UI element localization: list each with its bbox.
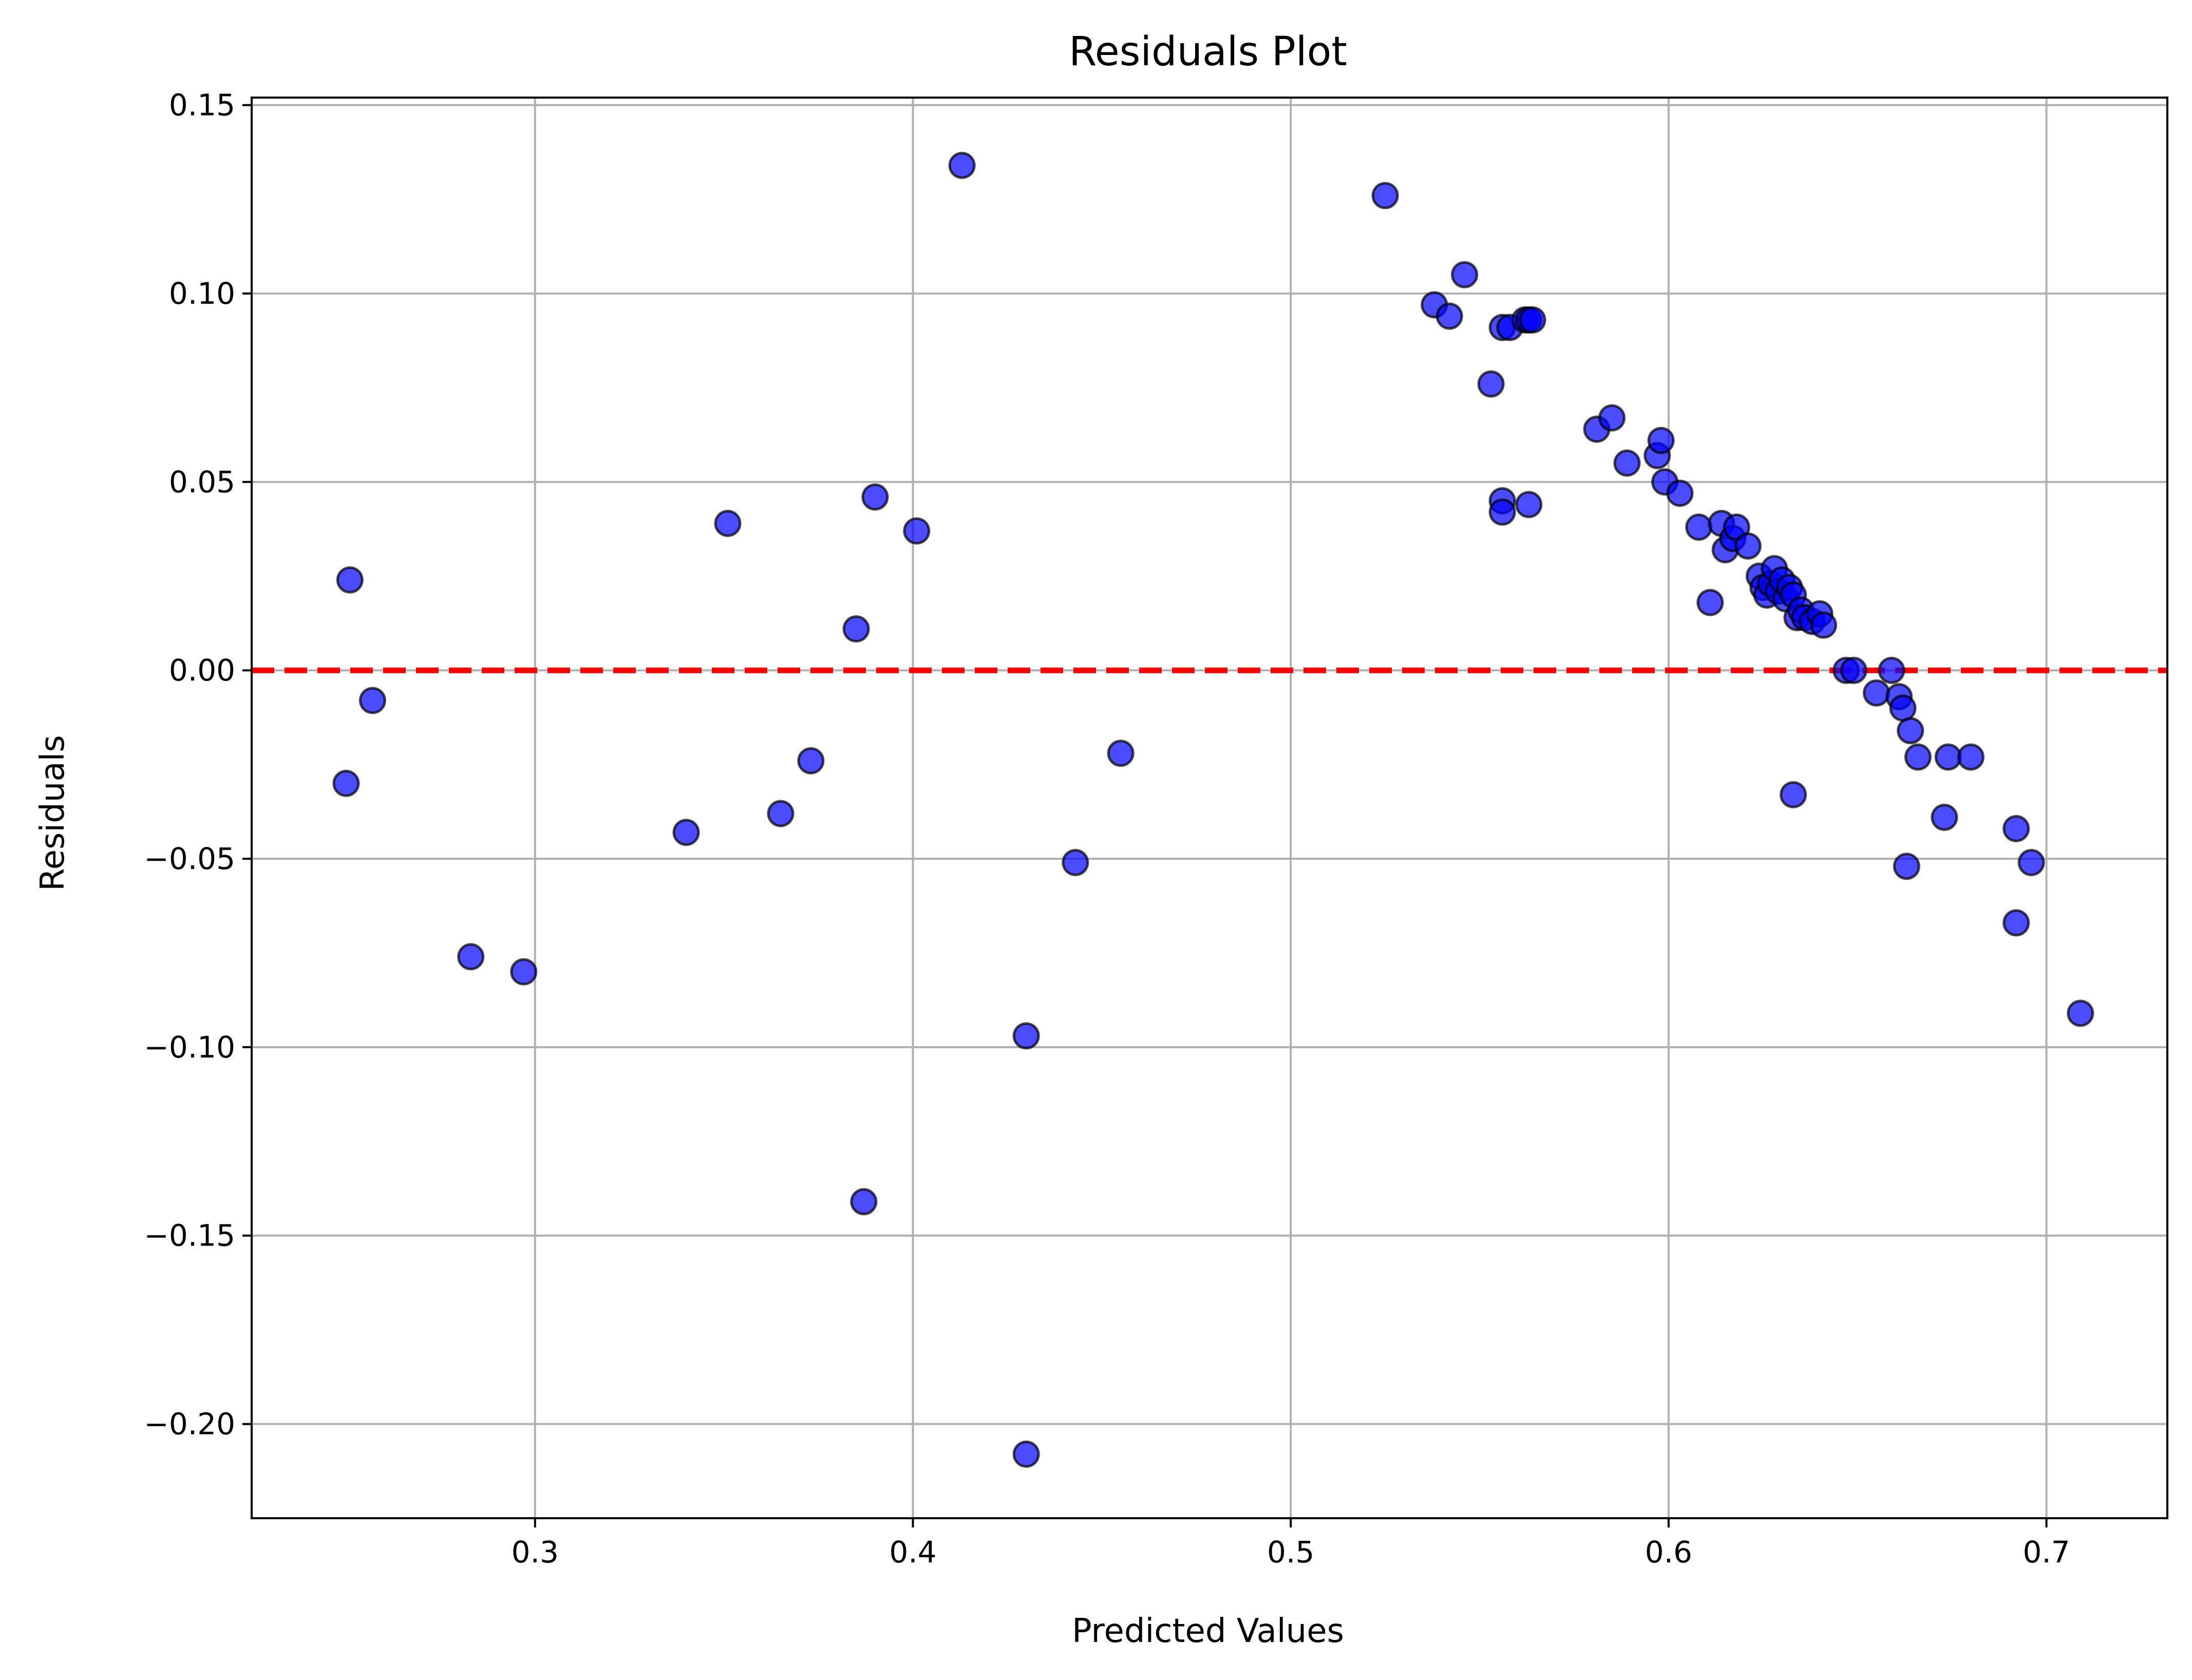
data-point <box>2017 848 2045 876</box>
data-point <box>948 152 976 179</box>
data-point <box>850 1188 878 1216</box>
data-point <box>2002 815 2030 842</box>
data-point <box>358 687 386 714</box>
x-tick-label: 0.6 <box>1645 1535 1692 1570</box>
data-point <box>1435 303 1463 330</box>
plot-frame <box>251 97 2168 1519</box>
y-tick-label: 0.15 <box>169 88 235 123</box>
data-point <box>797 747 825 775</box>
data-point <box>714 509 742 537</box>
data-point <box>1012 1440 1040 1468</box>
data-point <box>1840 656 1867 684</box>
data-point <box>1931 803 1958 831</box>
data-point <box>1477 370 1505 398</box>
data-point <box>1515 490 1543 518</box>
data-point <box>1957 743 1985 771</box>
data-point <box>903 517 931 545</box>
x-tick-label: 0.3 <box>512 1535 559 1570</box>
data-point <box>1647 427 1675 455</box>
data-point <box>2002 909 2030 937</box>
data-point <box>1666 479 1694 507</box>
x-tick-label: 0.7 <box>2023 1535 2070 1570</box>
data-point <box>510 958 538 986</box>
y-axis: 0.15 0.10 0.05 0.00 −0.05 −0.10 −0.15 −0.20 <box>144 88 252 1442</box>
data-point <box>1863 679 1891 707</box>
data-point <box>2067 999 2094 1027</box>
data-point <box>1488 498 1516 526</box>
data-point <box>1734 532 1762 560</box>
x-tick-label: 0.5 <box>1267 1535 1314 1570</box>
y-axis-title: Residuals <box>34 735 72 891</box>
data-point <box>861 483 889 511</box>
data-point <box>336 566 364 594</box>
x-axis: 0.3 0.4 0.5 0.6 0.7 <box>512 1518 2070 1570</box>
data-point <box>1893 853 1920 880</box>
y-tick-label: 0.10 <box>169 276 235 311</box>
y-tick-label: −0.15 <box>144 1218 235 1253</box>
data-point <box>1685 513 1713 541</box>
data-point <box>1934 743 1962 771</box>
y-tick-label: 0.05 <box>169 464 235 499</box>
data-point <box>1889 694 1917 722</box>
data-point <box>1107 740 1135 767</box>
data-point <box>842 615 870 643</box>
data-point <box>1062 848 1089 876</box>
data-point <box>1012 1022 1040 1050</box>
x-axis-title: Predicted Values <box>1072 1612 1344 1650</box>
data-point <box>1897 717 1924 745</box>
data-point <box>1780 781 1807 808</box>
data-point <box>457 943 485 971</box>
data-point <box>767 800 795 827</box>
x-tick-label: 0.4 <box>889 1535 936 1570</box>
data-point <box>672 819 700 846</box>
grid-layer <box>252 98 2167 1518</box>
data-point <box>1598 404 1626 432</box>
chart-title: Residuals Plot <box>1069 29 1347 75</box>
data-point <box>332 769 360 797</box>
data-point <box>1519 306 1546 334</box>
data-point <box>1371 182 1399 210</box>
y-tick-label: −0.10 <box>144 1030 235 1065</box>
data-point <box>1904 743 1932 771</box>
data-point <box>1810 611 1838 639</box>
data-point <box>1878 656 1905 684</box>
y-tick-label: −0.20 <box>144 1407 235 1442</box>
data-point <box>1696 589 1724 616</box>
y-tick-label: 0.00 <box>169 653 235 688</box>
points-layer <box>332 152 2094 1468</box>
data-point <box>1451 261 1479 289</box>
y-tick-label: −0.05 <box>144 841 235 876</box>
data-point <box>1613 449 1641 477</box>
